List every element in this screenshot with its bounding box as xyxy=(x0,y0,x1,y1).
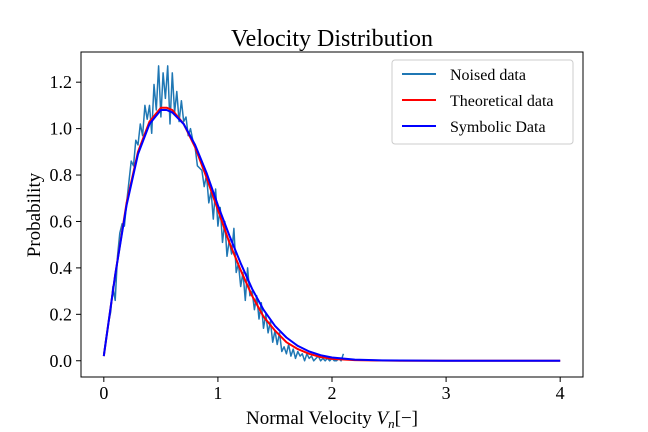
x-axis-label: Normal Velocity Vn[−] xyxy=(246,408,418,431)
legend-label-noised: Noised data xyxy=(450,67,526,84)
series-line-symbolic xyxy=(102,109,561,362)
x-axis-label-subscript: n xyxy=(388,416,395,431)
y-tick-label: 0.8 xyxy=(50,165,73,185)
y-tick-label: 0.6 xyxy=(50,211,73,231)
x-axis-label-symbol: V xyxy=(377,408,391,429)
x-tick-label: 0 xyxy=(99,383,108,403)
x-tick-label: 1 xyxy=(213,383,222,403)
x-axis-ticks: 0 1 2 3 4 xyxy=(99,377,565,403)
chart-title: Velocity Distribution xyxy=(231,26,433,52)
x-axis-label-text: Normal Velocity xyxy=(246,408,377,429)
plot-lines xyxy=(102,65,561,362)
x-axis-label-unit: [−] xyxy=(395,408,418,429)
y-axis-label: Probability xyxy=(24,172,45,257)
y-axis-ticks: 0.0 0.2 0.4 0.6 0.8 1.0 1.2 xyxy=(50,72,81,371)
legend-label-theoretical: Theoretical data xyxy=(450,93,554,110)
y-tick-label: 0.0 xyxy=(50,351,73,371)
x-tick-label: 4 xyxy=(556,383,565,403)
series-line-theoretical xyxy=(102,106,561,362)
series-line-noised xyxy=(103,65,345,362)
y-tick-label: 0.2 xyxy=(50,304,73,324)
y-tick-label: 1.0 xyxy=(50,119,73,139)
legend: Noised data Theoretical data Symbolic Da… xyxy=(391,59,574,145)
y-tick-label: 0.4 xyxy=(50,258,73,278)
y-tick-label: 1.2 xyxy=(50,72,73,92)
legend-box xyxy=(391,59,574,145)
x-tick-label: 3 xyxy=(442,383,451,403)
legend-label-symbolic: Symbolic Data xyxy=(450,119,546,136)
x-tick-label: 2 xyxy=(328,383,337,403)
